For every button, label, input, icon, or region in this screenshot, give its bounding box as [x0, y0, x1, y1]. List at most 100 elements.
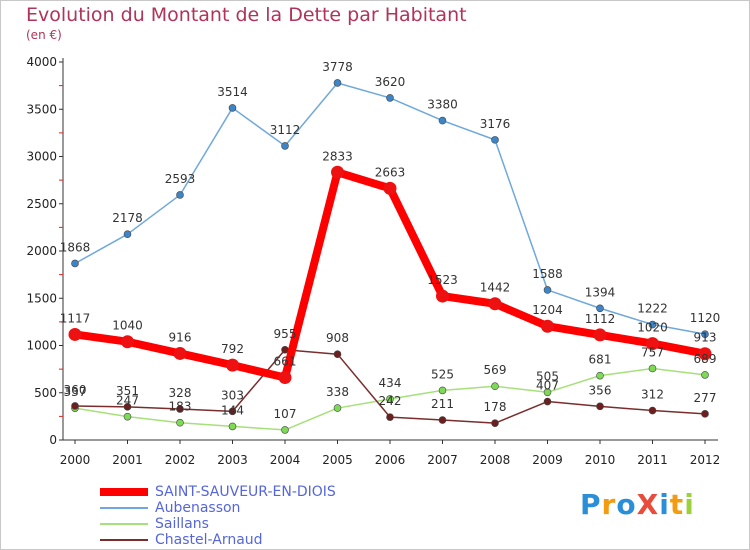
x-tick-label: 2006: [375, 453, 406, 467]
logo-letter: i: [684, 488, 695, 521]
legend-label: Chastel-Arnaud: [155, 532, 263, 548]
chart-subtitle: (en €): [26, 28, 62, 42]
data-point: [121, 335, 134, 349]
data-label: 1868: [60, 240, 91, 254]
logo-letter: o: [616, 488, 637, 521]
legend-label: Saillans: [155, 516, 209, 532]
data-label: 247: [116, 394, 139, 408]
data-point: [596, 304, 604, 313]
data-label: 328: [169, 386, 192, 400]
x-tick-label: 2010: [585, 453, 616, 467]
data-label: 178: [484, 400, 507, 414]
data-point: [386, 395, 394, 403]
y-tick-label: 500: [34, 386, 57, 400]
legend-swatch: [100, 523, 148, 525]
data-point: [331, 165, 344, 179]
legend-swatch: [100, 507, 148, 509]
data-label: 1112: [585, 312, 616, 326]
data-point: [701, 330, 709, 338]
data-label: 351: [116, 384, 139, 398]
data-point: [176, 191, 184, 199]
data-point: [176, 418, 184, 427]
data-label: 1442: [480, 281, 511, 295]
data-point: [281, 142, 289, 150]
data-label: 242: [379, 394, 402, 408]
data-label: 681: [589, 353, 612, 367]
data-label: 3778: [322, 60, 353, 74]
data-point: [488, 297, 502, 311]
legend-swatch: [100, 488, 148, 496]
data-label: 913: [694, 331, 717, 345]
data-label: 338: [326, 385, 349, 399]
series-0: [68, 165, 712, 385]
data-point: [438, 116, 447, 125]
data-point: [541, 319, 554, 333]
y-tick-label: 1000: [26, 339, 57, 353]
data-label: 3514: [217, 85, 248, 99]
data-point: [68, 327, 82, 341]
y-tick-label: 3000: [26, 150, 57, 164]
data-point: [71, 259, 79, 268]
data-label: 360: [64, 383, 87, 397]
chart-title: Evolution du Montant de la Dette par Hab…: [26, 4, 467, 26]
data-point: [701, 410, 709, 418]
series-2: [71, 364, 709, 434]
logo-letter: t: [669, 488, 685, 521]
data-point: [593, 328, 607, 342]
data-label: 1204: [532, 303, 563, 317]
data-label: 1020: [637, 321, 668, 335]
logo-letter: r: [601, 488, 617, 521]
data-point: [648, 364, 657, 373]
x-tick-label: 2004: [270, 453, 301, 467]
data-label: 277: [694, 391, 717, 405]
data-label: 1523: [427, 273, 458, 287]
data-point: [278, 371, 292, 385]
data-label: 661: [274, 355, 297, 369]
data-point: [281, 426, 289, 434]
data-point: [71, 402, 79, 410]
data-point: [698, 347, 712, 361]
data-point: [646, 337, 659, 351]
data-point: [383, 181, 397, 195]
data-point: [491, 136, 499, 144]
data-label: 757: [641, 345, 664, 359]
data-point: [386, 413, 394, 421]
data-label: 434: [379, 376, 402, 390]
data-label: 107: [274, 407, 297, 421]
data-label: 337: [64, 385, 87, 399]
data-label: 183: [169, 400, 192, 414]
data-label: 2593: [165, 172, 196, 186]
data-point: [226, 358, 239, 372]
y-tick-label: 0: [49, 433, 57, 447]
data-point: [123, 412, 132, 421]
data-label: 3112: [270, 123, 301, 137]
data-label: 211: [431, 397, 454, 411]
legend-swatch: [100, 539, 148, 541]
data-label: 1394: [585, 285, 616, 299]
data-point: [648, 406, 657, 415]
y-tick-label: 2500: [26, 197, 57, 211]
logo-letter: X: [636, 488, 660, 521]
data-label: 2833: [322, 149, 353, 163]
data-label: 1040: [112, 319, 143, 333]
data-label: 407: [536, 379, 559, 393]
data-point: [333, 79, 342, 87]
data-label: 955: [274, 327, 297, 341]
x-tick-label: 2012: [690, 453, 721, 467]
x-tick-label: 2011: [637, 453, 668, 467]
data-label: 356: [589, 383, 612, 397]
data-label: 144: [221, 403, 244, 417]
data-label: 3176: [480, 117, 511, 131]
data-label: 689: [694, 352, 717, 366]
x-tick-label: 2000: [60, 453, 91, 467]
x-tick-label: 2002: [165, 453, 196, 467]
data-label: 312: [641, 388, 664, 402]
y-tick-label: 3500: [26, 102, 57, 116]
data-point: [648, 320, 657, 329]
data-label: 3380: [427, 98, 458, 112]
data-label: 2178: [112, 211, 143, 225]
data-label: 916: [169, 330, 192, 344]
data-label: 505: [536, 369, 559, 383]
axes: 0 500 1000 1500 2000 2500 3000 3500 4000 2000 2001…: [26, 55, 720, 467]
series-layer: [68, 79, 712, 434]
